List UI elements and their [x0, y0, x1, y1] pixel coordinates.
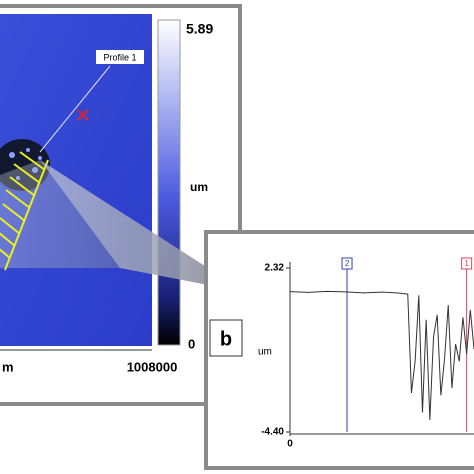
profile-label-box: [96, 50, 144, 64]
panel-label: b: [220, 328, 232, 350]
highlight-band: [0, 160, 120, 268]
colorbar-min: 0: [188, 336, 195, 351]
panel-b-frame: [204, 230, 474, 470]
cursor-tag: [461, 257, 473, 270]
magnification-cone: [40, 160, 208, 285]
x-axis-end: 1008000: [127, 359, 178, 374]
cursor-tag: [341, 257, 353, 270]
panel-label-box: [209, 319, 243, 357]
colorbar: [157, 19, 181, 346]
colorbar-max: 5.89: [186, 21, 213, 37]
y-tick-label: -4.40: [261, 427, 284, 438]
profile-line: [289, 290, 474, 420]
x-tick-label: 0: [287, 439, 293, 450]
x-axis-unit: m: [2, 359, 14, 374]
y-tick-label: 2.32: [265, 263, 285, 274]
scan-arrows: [0, 151, 49, 271]
profile-label: Profile 1: [103, 52, 136, 62]
y-axis-label: um: [258, 347, 272, 358]
profile-marker: [77, 109, 89, 121]
cursor-label: 1: [464, 259, 469, 268]
colorbar-unit: um: [190, 180, 208, 194]
profile-line: [39, 65, 111, 153]
cursor-label: 2: [345, 259, 350, 268]
